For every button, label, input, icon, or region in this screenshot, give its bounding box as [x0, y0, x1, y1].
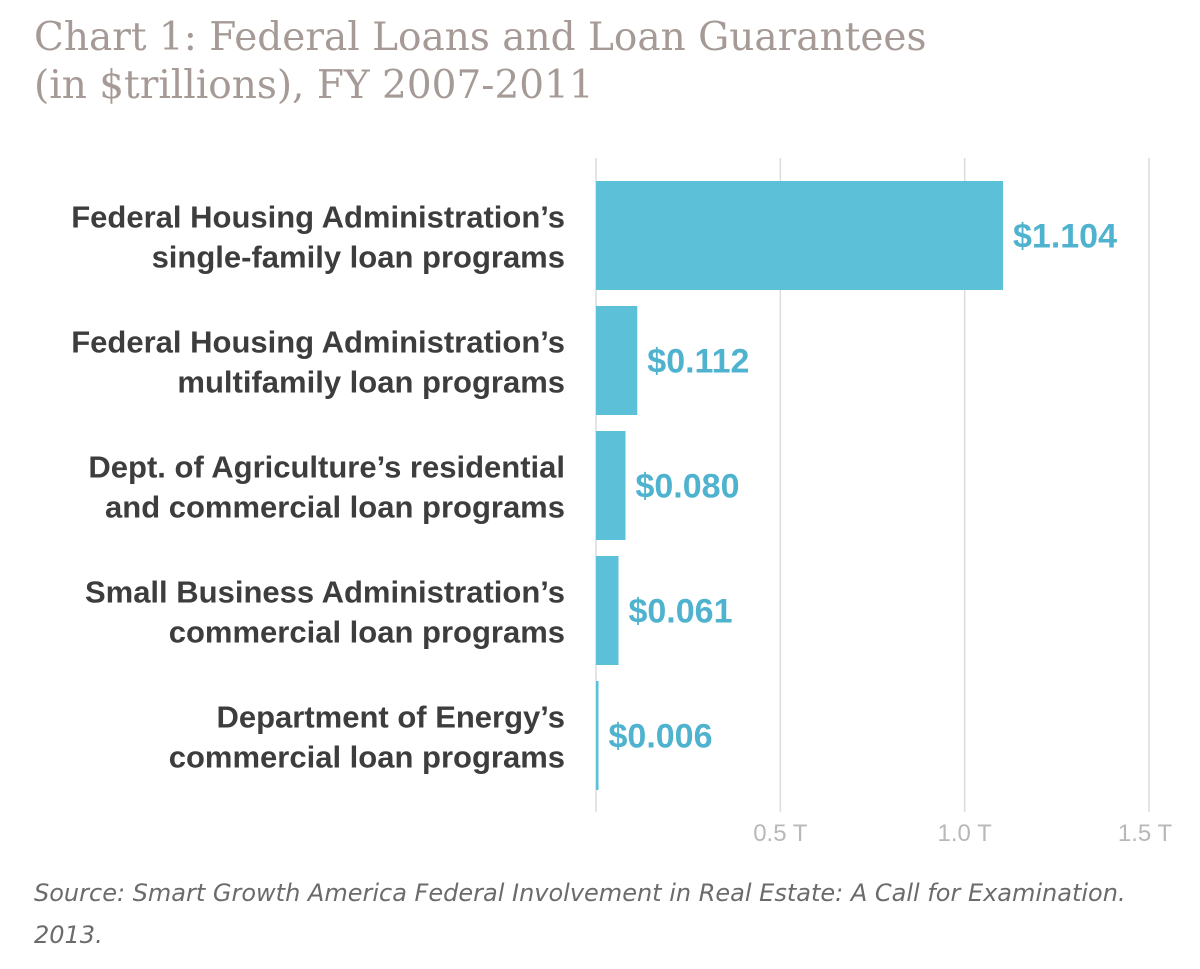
value-labels: $1.104 $0.112 $0.080 $0.061 $0.006 — [609, 218, 1118, 756]
bars — [596, 181, 1004, 790]
chart-title: Chart 1: Federal Loans and Loan Guarante… — [34, 14, 1154, 110]
bar — [596, 181, 1004, 290]
category-labels: Federal Housing Administration’s single-f… — [71, 200, 565, 775]
category-label: Federal Housing Administration’s — [71, 200, 565, 235]
x-tick-label: 0.5 T — [753, 820, 808, 847]
value-label: $0.080 — [635, 468, 739, 506]
bar — [596, 556, 619, 665]
value-label: $1.104 — [1013, 218, 1117, 256]
x-axis-ticks: 0.5 T 1.0 T 1.5 T — [753, 820, 1172, 847]
source-note: Source: Smart Growth America Federal Inv… — [34, 879, 1126, 949]
value-label: $0.006 — [609, 718, 713, 756]
value-label: $0.061 — [628, 593, 732, 631]
category-label: commercial loan programs — [169, 740, 565, 775]
category-label: Federal Housing Administration’s — [71, 325, 565, 360]
category-label: single-family loan programs — [152, 240, 565, 275]
category-label: Small Business Administration’s — [85, 575, 565, 610]
category-label: Department of Energy’s — [216, 700, 565, 735]
bar — [596, 681, 599, 790]
bar — [596, 306, 638, 415]
category-label: and commercial loan programs — [105, 490, 565, 525]
category-label: Dept. of Agriculture’s residential — [88, 450, 565, 485]
x-tick-label: 1.5 T — [1118, 820, 1173, 847]
chart-title-line-2: (in $trillions), FY 2007-2011 — [34, 63, 594, 108]
category-label: commercial loan programs — [169, 615, 565, 650]
x-tick-label: 1.0 T — [938, 820, 993, 847]
bar-chart: Federal Housing Administration’s single-f… — [71, 158, 1172, 847]
value-label: $0.112 — [647, 343, 749, 381]
category-label: multifamily loan programs — [177, 365, 565, 400]
bar — [596, 431, 626, 540]
chart-title-line-1: Chart 1: Federal Loans and Loan Guarante… — [34, 15, 927, 60]
